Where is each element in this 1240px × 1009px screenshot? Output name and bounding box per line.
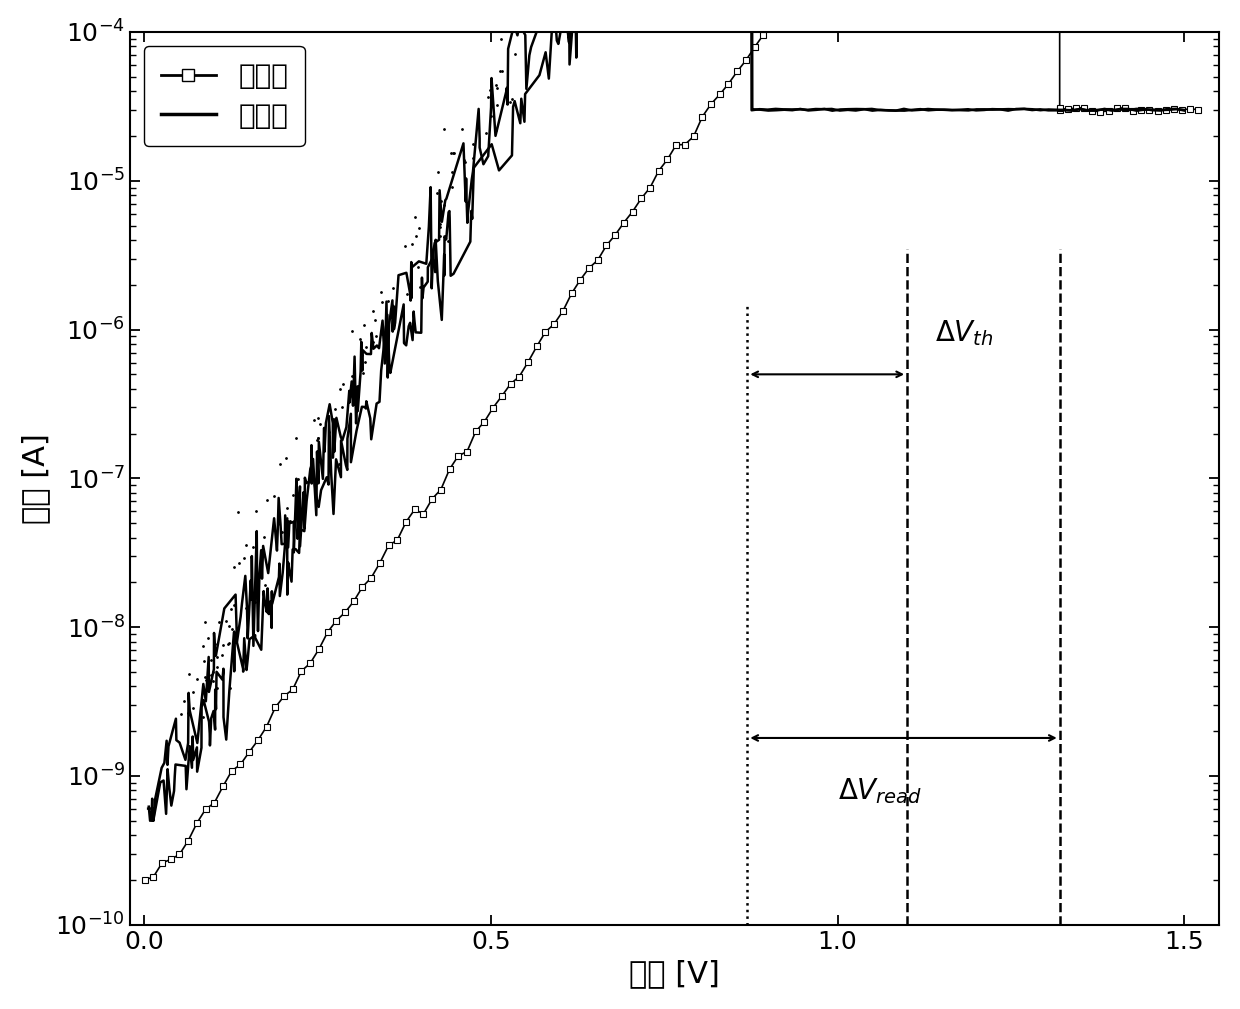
Y-axis label: 电流 [A]: 电流 [A] <box>21 433 50 524</box>
Text: $\Delta V_{read}$: $\Delta V_{read}$ <box>837 777 921 806</box>
Legend: 高阻态, 低阻态: 高阻态, 低阻态 <box>144 45 305 146</box>
高阻态 <box>389 534 404 546</box>
高阻态 <box>138 874 153 886</box>
X-axis label: 电压 [V]: 电压 [V] <box>629 960 720 988</box>
高阻态 <box>1133 104 1148 116</box>
Line: 高阻态: 高阻态 <box>141 0 1202 884</box>
高阻态 <box>1190 104 1205 116</box>
高阻态 <box>415 508 430 520</box>
高阻态 <box>1060 103 1075 115</box>
Text: $\Delta V_{th}$: $\Delta V_{th}$ <box>935 318 993 348</box>
